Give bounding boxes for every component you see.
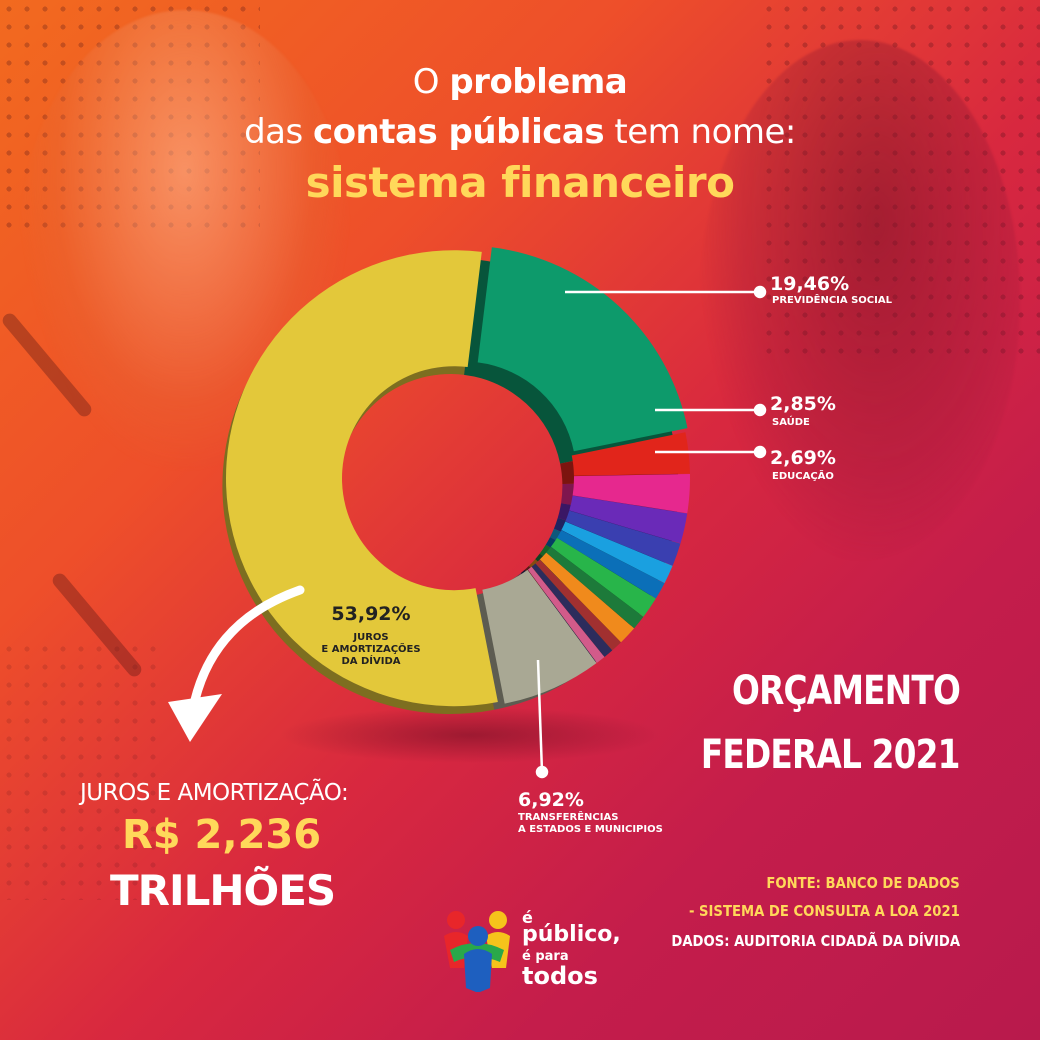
logo-people-icon xyxy=(444,911,510,992)
label-educacao-name: EDUCAÇÃO xyxy=(772,469,834,482)
curved-arrow-head xyxy=(168,694,222,742)
logo-text-publico: público, xyxy=(522,922,621,947)
headline-line-1: O problema xyxy=(412,62,628,102)
orcamento-line-1: ORÇAMENTO xyxy=(732,668,961,714)
dot-pattern-bottom-left xyxy=(0,640,160,900)
label-juros-line1: JUROS xyxy=(352,632,388,643)
leader-dot-transferencias xyxy=(535,765,549,779)
curved-arrow xyxy=(190,585,305,705)
fonte-line-2: - SISTEMA DE CONSULTA A LOA 2021 xyxy=(689,902,960,920)
slice-9 xyxy=(546,546,644,629)
label-transferencias-line2: A ESTADOS E MUNICIPIOS xyxy=(518,824,663,835)
slice-7 xyxy=(557,530,665,599)
angry-woman-photo xyxy=(700,40,1020,560)
orcamento-line-2: FEDERAL 2021 xyxy=(701,732,961,778)
label-previdencia-name: PREVIDÊNCIA SOCIAL xyxy=(772,293,893,306)
slice-3 xyxy=(572,474,690,514)
slice-10 xyxy=(539,552,635,643)
label-saude-name: SAÚDE xyxy=(772,415,810,428)
headline-line-3: sistema financeiro xyxy=(305,158,735,207)
slice-14 xyxy=(482,569,597,704)
leader-dot-saude xyxy=(753,403,767,417)
slice-13 xyxy=(527,566,605,663)
leader-dot-educacao xyxy=(753,445,767,459)
fonte-line-3: DADOS: AUDITORIA CIDADÃ DA DÍVIDA xyxy=(671,932,960,950)
label-juros-line3: DA DÍVIDA xyxy=(341,654,400,667)
slice-8 xyxy=(550,537,656,617)
label-juros-line2: E AMORTIZAÇÕES xyxy=(321,642,420,655)
slice-11 xyxy=(535,559,621,651)
slice-4 xyxy=(569,495,688,544)
label-previdencia-pct: 19,46% xyxy=(770,273,849,295)
label-saude-pct: 2,85% xyxy=(770,393,836,415)
fonte-line-1: FONTE: BANCO DE DADOS xyxy=(766,874,960,892)
amortizacao-value: R$ 2,236 xyxy=(122,812,322,858)
logo: é público, é para todos xyxy=(440,906,621,996)
chart-shadow xyxy=(280,707,660,763)
label-juros-pct: 53,92% xyxy=(331,603,410,625)
slice-5 xyxy=(565,510,681,566)
logo-text-e: é xyxy=(522,908,533,927)
slice-6 xyxy=(561,521,673,584)
label-educacao-pct: 2,69% xyxy=(770,447,836,469)
label-transferencias-line1: TRANSFERÊNCIAS xyxy=(518,810,618,823)
slice-12 xyxy=(531,563,613,657)
amortizacao-label: JUROS E AMORTIZAÇÃO: xyxy=(80,780,349,806)
amortizacao-unit: TRILHÕES xyxy=(110,866,336,915)
leader-line-transferencias xyxy=(536,659,544,773)
leader-dot-previdencia xyxy=(753,285,767,299)
leader-lines xyxy=(535,285,767,779)
slice-2 xyxy=(571,432,690,476)
label-transferencias-pct: 6,92% xyxy=(518,789,584,811)
logo-text-todos: todos xyxy=(522,962,598,990)
slice-1 xyxy=(477,247,688,452)
headline-line-2: das contas públicas tem nome: xyxy=(244,112,796,152)
logo-text-e-para: é para xyxy=(522,949,569,964)
